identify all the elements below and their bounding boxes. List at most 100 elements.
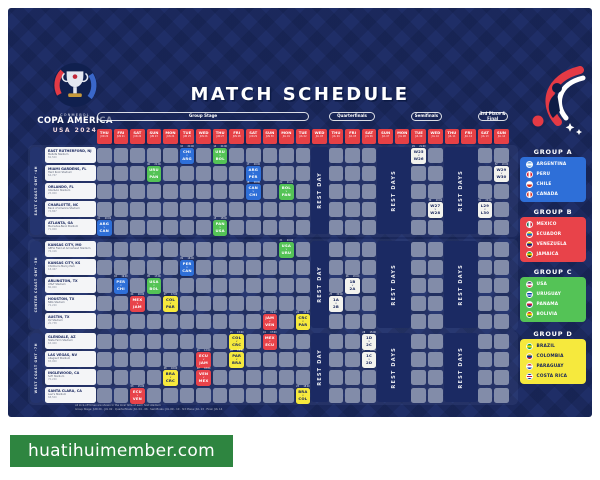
flag-icon-chile: [526, 181, 533, 189]
stadium-capacity: 25,000: [48, 192, 57, 196]
empty-day-cell: [328, 242, 344, 257]
date-cell: FRI JUL 05: [345, 129, 360, 144]
match-cell: 03 15:00 ECU v VEN: [130, 385, 145, 404]
versus-label: v: [169, 301, 172, 305]
versus-label: v: [153, 283, 155, 287]
empty-day-cell: [494, 184, 509, 199]
match-number: 14: [213, 144, 217, 148]
stadium-name: State Farm Stadium: [48, 338, 73, 342]
stadium-label: CHARLOTTE, NC Bank of America Stadium 74,8…: [45, 201, 96, 217]
group-team-row: MEXICO: [526, 219, 586, 229]
match-teams: BRA v CRC: [163, 370, 178, 386]
match-teams: MEX v ECU: [262, 334, 278, 350]
empty-day-cell: [428, 278, 443, 293]
empty-day-cell: [229, 202, 244, 217]
date-day-label: FRI: [349, 129, 357, 135]
empty-day-cell: [477, 220, 493, 235]
match-number: 21: [279, 238, 283, 242]
empty-day-cell: [411, 388, 427, 403]
empty-day-cell: [212, 202, 228, 217]
date-sublabel: JUL 07: [381, 134, 390, 138]
home-team: CRC: [298, 315, 308, 321]
match-cell: 02 19:00 PER v CHI: [113, 275, 129, 294]
date-cell: MON JUL 01: [279, 129, 294, 144]
match-meta: 15 15:00: [229, 331, 244, 334]
match-number: 16: [229, 348, 233, 352]
match-teams: ARG v PER: [245, 166, 261, 182]
watermark-bar: huatihuimember.com: [10, 435, 233, 467]
empty-day-cell: [130, 352, 145, 367]
versus-label: v: [252, 171, 254, 175]
match-number: 23: [296, 384, 299, 388]
empty-day-cell: [428, 370, 443, 385]
date-cell: THU JUL 04: [328, 129, 344, 144]
stadium-city: AUSTIN, TX: [48, 314, 70, 319]
empty-day-cell: [361, 314, 377, 329]
match-teams: ARG v CAN: [97, 220, 112, 236]
away-team: JAM: [199, 360, 208, 366]
group-team-row: PANAMA: [526, 300, 586, 310]
match-meta: 28 15:00: [362, 331, 377, 334]
match-number: 11: [196, 348, 200, 352]
empty-day-cell: [428, 260, 443, 275]
watermark-text: huatihuimember.com: [28, 441, 215, 461]
versus-label: v: [186, 153, 188, 157]
match-cell: 23 18:00 BRA v COL: [295, 384, 311, 404]
date-cell: TUE JUL 09: [411, 129, 427, 144]
footnotes: All kick-off times are shown in the loca…: [75, 404, 222, 413]
rest-band: REST DAY: [311, 147, 329, 234]
home-team: COL: [165, 297, 175, 303]
away-team: W28: [430, 210, 441, 216]
empty-day-cell: [212, 296, 228, 311]
empty-day-cell: [262, 260, 278, 275]
flag-icon-panama: [526, 301, 533, 309]
stadium-capacity: 18,467: [48, 268, 57, 272]
empty-day-cell: [411, 242, 427, 257]
empty-day-cell: [295, 352, 311, 367]
timezone-bar: WEST COAST GMT -7H: [30, 333, 42, 403]
match-cell: 09 16:00 PER v CAN: [179, 256, 195, 276]
empty-day-cell: [245, 220, 261, 235]
date-day-label: TUE: [182, 129, 192, 135]
date-sublabel: JUL 08: [398, 134, 406, 138]
home-team: MEX: [132, 297, 143, 303]
flag-icon-venezuela: [526, 241, 533, 249]
empty-day-cell: [146, 202, 162, 217]
empty-day-cell: [328, 148, 344, 163]
match-number: 09: [180, 256, 184, 260]
team-name: URUGUAY: [536, 291, 562, 297]
home-team: 1C: [366, 353, 373, 359]
versus-label: v: [434, 207, 437, 211]
empty-day-cell: [97, 148, 112, 163]
home-team: URU: [215, 149, 225, 155]
stadium-capacity: 72,220: [48, 304, 57, 308]
match-cell: 06 21:00 URU v PAN: [146, 163, 162, 182]
trophy-icon: [53, 63, 97, 107]
empty-day-cell: [494, 220, 509, 235]
date-day-label: THU: [215, 129, 225, 135]
match-number: 32: [494, 162, 498, 166]
empty-day-cell: [494, 260, 509, 275]
group-team-row: COSTA RICA: [526, 372, 586, 382]
match-teams: CRC v PAR: [295, 314, 311, 330]
date-sublabel: JUL 11: [448, 134, 456, 138]
rest-band-label: REST DAYS: [391, 263, 398, 306]
match-teams: BOL v PAN: [279, 184, 294, 200]
stadium-capacity: 64,767: [48, 174, 57, 178]
empty-day-cell: [477, 278, 493, 293]
stadium-city: HOUSTON, TX: [48, 296, 75, 301]
empty-day-cell: [345, 314, 360, 329]
empty-day-cell: [477, 388, 493, 403]
empty-day-cell: [229, 296, 244, 311]
home-team: PAR: [232, 353, 242, 359]
rest-band-label: REST DAY: [316, 266, 323, 303]
match-teams: ECU v VEN: [130, 388, 145, 404]
match-cell: 30 20:00 W27 v W28: [428, 199, 443, 218]
versus-label: v: [219, 153, 221, 157]
match-time: 16:00: [187, 256, 194, 260]
match-cell: 05 17:00 USA v BOL: [146, 275, 162, 294]
empty-day-cell: [179, 314, 195, 329]
match-cell: 20 19:00 JAM v VEN: [262, 311, 278, 330]
date-sublabel: JUL 12: [464, 134, 473, 138]
empty-day-cell: [163, 184, 178, 199]
